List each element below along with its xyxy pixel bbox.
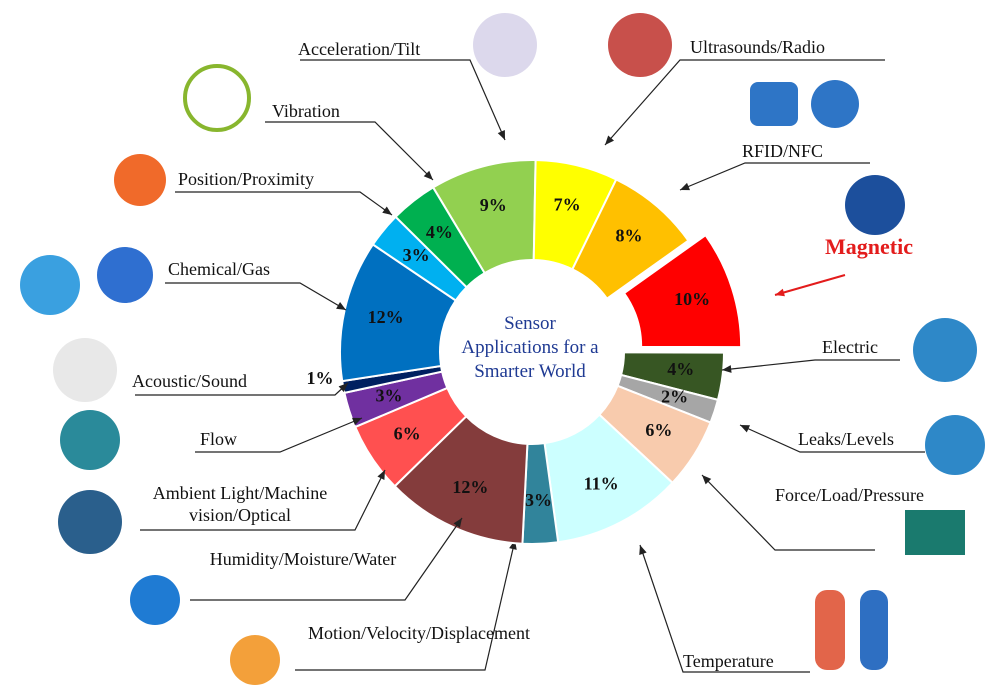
icon-thermometer (860, 590, 888, 670)
donut-segment (571, 178, 690, 301)
center-line: Applications for a (461, 337, 599, 358)
icon-nfc (811, 80, 859, 128)
icon-vibration (183, 64, 251, 132)
icon-acceleration (473, 13, 537, 77)
category-label: Acceleration/Tilt (298, 39, 421, 59)
leader-arrow (740, 425, 750, 433)
donut-segment (622, 233, 743, 349)
category-label: Flow (200, 429, 238, 449)
leader-line (774, 274, 846, 296)
category-label: Acoustic/Sound (132, 371, 247, 391)
leader-line (639, 544, 810, 673)
leader-line (701, 474, 875, 551)
category-label: Motion/Velocity/Displacement (308, 623, 530, 643)
center-title: Sensor Applications for a Smarter World (440, 312, 620, 384)
icon-motion (230, 635, 280, 685)
leader-arrow (453, 518, 462, 528)
leader-arrow (377, 470, 385, 480)
leader-arrow (775, 288, 785, 297)
leader-arrow (722, 365, 732, 373)
icon-eye (58, 490, 122, 554)
value-label: 8% (615, 226, 642, 246)
value-label: 2% (661, 387, 688, 407)
leader-line (300, 59, 506, 141)
icon-flask (20, 255, 80, 315)
icon-pin (114, 154, 166, 206)
leader-line (165, 282, 347, 311)
value-label: 3% (525, 490, 552, 510)
category-label: Vibration (272, 101, 340, 121)
icon-co2 (97, 247, 153, 303)
leader-line (190, 517, 463, 601)
leader-line (295, 539, 516, 671)
center-line: Sensor (504, 313, 556, 334)
value-label: 12% (368, 307, 404, 327)
value-label: 12% (452, 477, 488, 497)
value-label: 1% (307, 368, 334, 388)
value-label: 10% (674, 289, 710, 309)
leader-line (195, 417, 363, 453)
category-label: Magnetic (825, 234, 913, 259)
leader-arrow (497, 130, 505, 140)
leader-arrow (702, 475, 712, 485)
category-label: Leaks/Levels (798, 429, 894, 449)
leader-arrow (680, 182, 690, 191)
icons (20, 13, 985, 685)
category-label: Position/Proximity (178, 169, 315, 189)
value-label: 4% (426, 222, 453, 242)
leader-arrow (338, 383, 348, 393)
leader-line (679, 162, 870, 191)
center-line: Smarter World (474, 361, 586, 382)
category-label: RFID/NFC (742, 141, 824, 161)
leader-arrow (639, 545, 647, 555)
category-label: Ultrasounds/Radio (690, 37, 825, 57)
value-label: 3% (403, 245, 430, 265)
leader-arrow (605, 135, 615, 145)
icon-rfid (750, 82, 798, 126)
leader-line (140, 469, 386, 531)
value-label: 3% (376, 386, 403, 406)
category-label: Chemical/Gas (168, 259, 270, 279)
leader-line (265, 121, 434, 181)
icon-water (130, 575, 180, 625)
icon-sound (53, 338, 117, 402)
value-label: 6% (394, 423, 421, 443)
icon-leaks (925, 415, 985, 475)
icon-magnet (845, 175, 905, 235)
category-label: Ambient Light/Machine vision/Optical (152, 483, 328, 525)
leader-line (604, 59, 885, 146)
icon-radio (608, 13, 672, 77)
leader-arrow (352, 417, 362, 426)
value-label: 9% (480, 195, 507, 215)
icon-temperature (815, 590, 845, 670)
leader-line (739, 424, 925, 453)
value-label: 6% (645, 420, 672, 440)
category-label: Force/Load/Pressure (775, 485, 924, 505)
value-label: 4% (667, 359, 694, 379)
category-label: Temperature (683, 651, 774, 671)
leader-arrow (382, 206, 392, 215)
category-label: Humidity/Moisture/Water (209, 549, 397, 569)
leader-arrow (423, 170, 433, 180)
icon-flow (60, 410, 120, 470)
leader-line (175, 191, 393, 216)
value-label: 7% (554, 194, 581, 214)
icon-force (905, 510, 965, 555)
donut-segment (394, 186, 486, 289)
value-label: 11% (584, 473, 619, 493)
leader-line (721, 359, 900, 371)
icon-electric (913, 318, 977, 382)
category-label: Electric (822, 337, 878, 357)
leader-arrow (336, 301, 346, 310)
